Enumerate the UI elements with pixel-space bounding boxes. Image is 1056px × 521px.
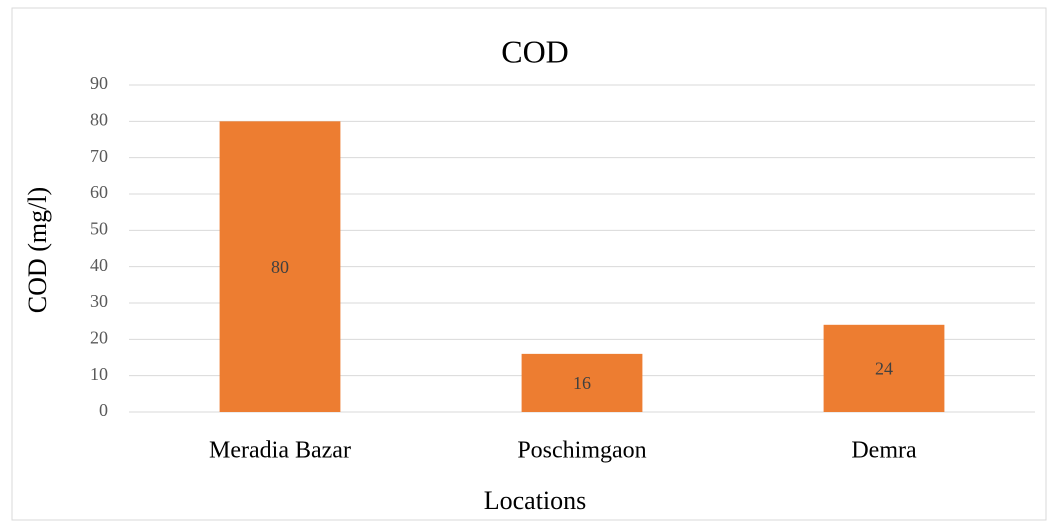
bar bbox=[521, 353, 643, 412]
y-tick-label: 90 bbox=[90, 73, 108, 93]
data-label: 24 bbox=[875, 359, 893, 379]
y-tick-label: 10 bbox=[90, 364, 108, 384]
y-tick-label: 70 bbox=[90, 146, 108, 166]
y-axis-title: COD (mg/l) bbox=[23, 187, 52, 313]
x-tick-label: Meradia Bazar bbox=[209, 438, 351, 464]
chart-title: COD bbox=[501, 33, 569, 69]
x-tick-label: Poschimgaon bbox=[517, 438, 646, 464]
y-tick-label: 30 bbox=[90, 291, 108, 311]
bar bbox=[823, 324, 945, 412]
bar bbox=[219, 121, 341, 412]
data-label: 80 bbox=[271, 257, 289, 277]
y-tick-label: 0 bbox=[99, 400, 108, 420]
y-tick-label: 40 bbox=[90, 255, 108, 275]
data-label: 16 bbox=[573, 373, 591, 393]
y-tick-label: 20 bbox=[90, 327, 108, 347]
y-tick-label: 60 bbox=[90, 182, 108, 202]
x-tick-label: Demra bbox=[851, 438, 917, 464]
chart-border bbox=[11, 7, 1047, 521]
x-axis-title: Locations bbox=[484, 486, 587, 515]
y-tick-label: 80 bbox=[90, 109, 108, 129]
y-tick-label: 50 bbox=[90, 218, 108, 238]
